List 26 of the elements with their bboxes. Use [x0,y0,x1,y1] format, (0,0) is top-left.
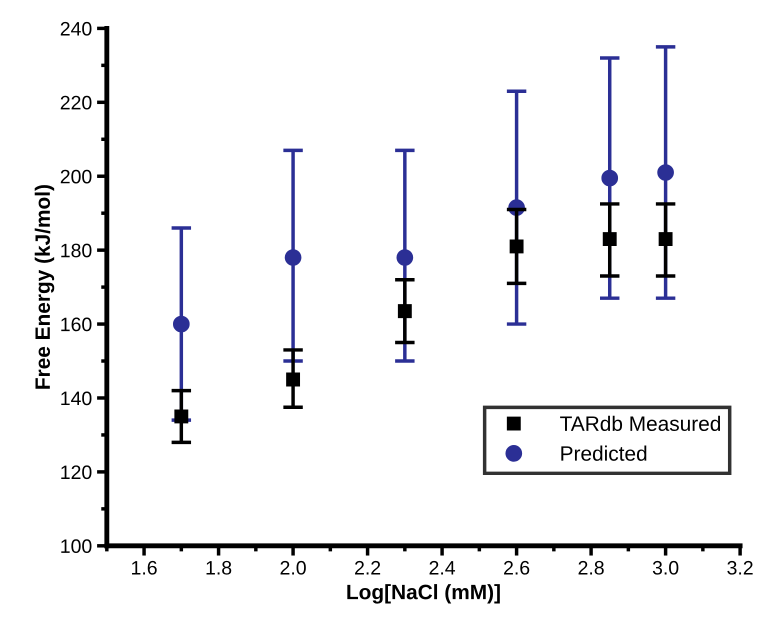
point [601,170,618,186]
point [284,249,302,266]
point [657,164,674,181]
x-tick-label: 2.6 [504,560,530,575]
x-axis-title: Log[NaCl (mM)] [347,584,500,604]
point [172,316,190,332]
x-tick-label: 2.2 [355,560,380,574]
x-tick-label: 3.2 [727,560,753,575]
x-tick-label: 1.6 [132,560,157,575]
y-tick-label: 180 [61,244,92,258]
x-tick-label: 3.0 [652,560,678,575]
x-tick-label: 1.8 [206,560,232,575]
y-tick-label: 160 [61,318,92,332]
y-axis-title: Free Energy (kJ/mol) [34,185,54,389]
point [396,249,414,266]
legend-label: Predicted [561,446,646,461]
y-tick-label: 120 [61,465,92,480]
x-tick-label: 2.8 [578,560,604,575]
y-tick-label: 240 [60,22,92,36]
y-tick-label: 100 [61,539,92,554]
y-tick-label: 220 [60,96,92,110]
x-tick-label: 2.0 [280,560,306,575]
legend-label: TARdb Measured [560,416,720,432]
x-tick-label: 2.4 [430,560,456,574]
y-tick-label: 200 [60,170,92,184]
y-tick-label: 140 [61,391,92,406]
